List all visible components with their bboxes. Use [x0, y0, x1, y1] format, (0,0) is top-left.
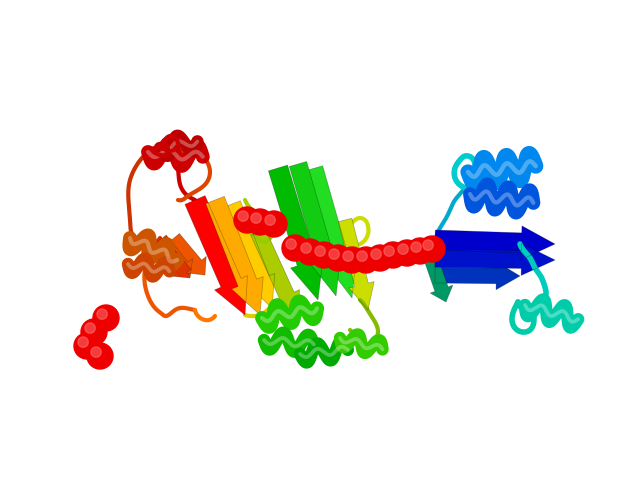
Circle shape	[419, 236, 445, 262]
Circle shape	[343, 251, 353, 261]
Circle shape	[423, 240, 433, 250]
Circle shape	[380, 242, 406, 268]
Circle shape	[384, 246, 394, 256]
Circle shape	[265, 215, 275, 225]
Circle shape	[74, 333, 100, 359]
Circle shape	[301, 243, 311, 253]
Circle shape	[247, 209, 273, 235]
Circle shape	[234, 207, 260, 233]
Circle shape	[93, 305, 119, 331]
Circle shape	[91, 347, 101, 357]
Polygon shape	[223, 201, 275, 308]
Polygon shape	[424, 254, 453, 302]
Circle shape	[357, 251, 367, 261]
Circle shape	[329, 249, 339, 259]
Polygon shape	[307, 166, 356, 298]
Circle shape	[315, 246, 325, 256]
Polygon shape	[268, 165, 323, 300]
Polygon shape	[338, 218, 374, 310]
Circle shape	[325, 245, 351, 271]
Circle shape	[411, 242, 421, 252]
Polygon shape	[289, 161, 340, 296]
Circle shape	[251, 213, 261, 223]
Circle shape	[81, 319, 107, 345]
Circle shape	[353, 247, 379, 273]
Polygon shape	[435, 226, 555, 260]
Polygon shape	[205, 196, 263, 315]
Circle shape	[339, 247, 365, 273]
Polygon shape	[185, 196, 248, 315]
Circle shape	[398, 244, 408, 254]
Polygon shape	[154, 235, 193, 278]
Circle shape	[311, 242, 337, 268]
Circle shape	[261, 211, 287, 237]
Polygon shape	[435, 262, 520, 290]
Circle shape	[286, 239, 296, 249]
Polygon shape	[168, 233, 206, 275]
Circle shape	[97, 309, 108, 319]
Circle shape	[394, 240, 420, 266]
Circle shape	[238, 211, 248, 221]
Circle shape	[297, 239, 323, 265]
Circle shape	[85, 323, 95, 333]
Polygon shape	[251, 228, 300, 320]
Circle shape	[371, 249, 381, 259]
Polygon shape	[435, 243, 555, 276]
Circle shape	[282, 235, 308, 261]
Circle shape	[87, 343, 113, 369]
Circle shape	[407, 238, 433, 264]
Circle shape	[78, 337, 88, 348]
Circle shape	[367, 245, 393, 271]
